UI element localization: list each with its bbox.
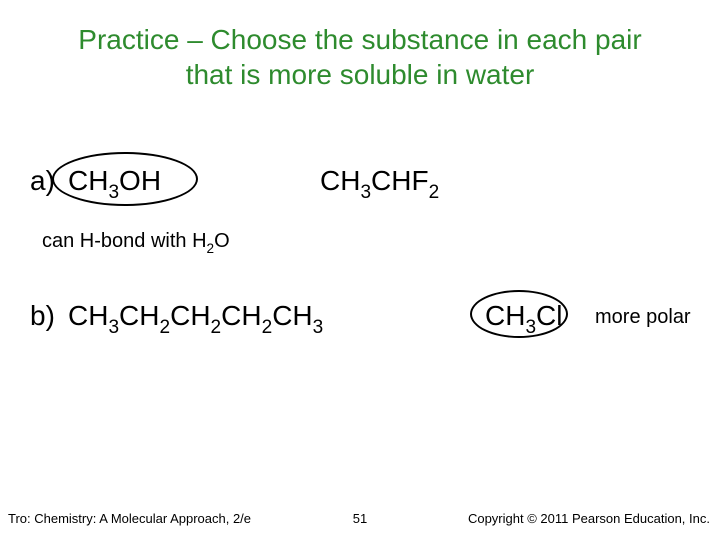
- title-line-1: Practice – Choose the substance in each …: [0, 22, 720, 57]
- circle-annotation-b: [470, 290, 568, 338]
- item-b-formula-1: CH3CH2CH2CH2CH3: [68, 300, 323, 338]
- slide-title: Practice – Choose the substance in each …: [0, 0, 720, 92]
- footer-copyright: Copyright © 2011 Pearson Education, Inc.: [468, 511, 710, 526]
- item-b-note: more polar: [595, 306, 691, 329]
- circle-annotation-a: [52, 152, 198, 206]
- item-a-label: a): [30, 165, 55, 197]
- title-line-2: that is more soluble in water: [0, 57, 720, 92]
- item-a-formula-2: CH3CHF2: [320, 165, 439, 203]
- item-a-note: can H-bond with H2O: [42, 230, 230, 255]
- item-b-label: b): [30, 300, 55, 332]
